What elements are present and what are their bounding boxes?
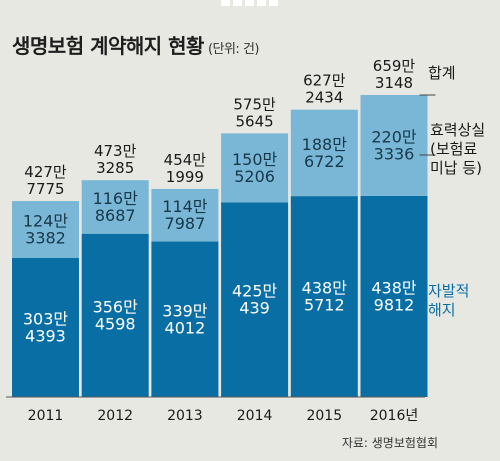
label-total-2015: 627만 2434 [303,72,346,107]
label-total-2014: 575만 5645 [233,95,276,130]
legend-total: 합계 [428,64,456,82]
label-surrender-2015: 438만 5712 [302,279,348,315]
bar-surrender-2016년 [360,195,428,397]
legend-surrender-line-2: 해지 [428,301,456,319]
top-dot-decoration [221,0,279,6]
label-lapse-2012: 116만 8687 [93,189,139,225]
legend-lapse-line-1: 효력상실 [430,121,485,139]
x-tick-2011: 2011 [28,408,64,424]
label-total-2016년: 659만 3148 [373,57,416,92]
label-lapse-2015: 188만 6722 [302,135,348,171]
label-surrender-2012: 356만 4598 [93,297,139,333]
label-total-2011: 427만 7775 [24,163,67,198]
x-tick-2016년: 2016년 [370,408,419,424]
label-total-2012: 473만 3285 [94,142,137,177]
label-total-2013: 454만 1999 [164,151,207,186]
bar-lapse-2013 [151,188,219,242]
label-lapse-2014: 150만 5206 [232,150,278,186]
label-surrender-2011: 303만 4393 [23,310,69,346]
label-lapse-2016년: 220만 3336 [371,127,417,163]
x-tick-2012: 2012 [97,408,133,424]
label-surrender-2013: 339만 4012 [162,301,208,337]
legend-surrender-line-1: 자발적 [428,282,469,300]
bar-surrender-2015 [290,196,358,397]
bar-surrender-2012 [81,233,149,397]
unit-text: (단위: 건) [207,42,260,57]
bar-lapse-2015 [290,109,358,197]
bar-surrender-2011 [12,258,79,397]
bar-lapse-2014 [221,133,289,203]
label-lapse-2011: 124만 3382 [23,212,69,248]
x-tick-2013: 2013 [167,408,203,424]
label-lapse-2013: 114만 7987 [162,197,208,233]
bar-lapse-2012 [81,180,149,234]
x-tick-2014: 2014 [237,408,273,424]
bar-surrender-2013 [151,241,219,397]
label-surrender-2014: 425만 439 [232,282,278,318]
label-surrender-2016년: 438만 9812 [371,278,417,314]
source-note: 자료: 생명보험협회 [341,436,438,450]
bar-lapse-2011 [12,201,79,259]
legend-lapse-line-3: 미납 등) [430,159,482,177]
x-tick-2015: 2015 [306,408,342,424]
title-text: 생명보험 계약해지 현황 [12,34,204,58]
chart-title: 생명보험 계약해지 현황 (단위: 건) [12,30,259,59]
bar-lapse-2016년 [360,95,428,196]
legend-lapse-line-2: (보험료 [430,140,477,158]
bar-surrender-2014 [221,202,289,397]
